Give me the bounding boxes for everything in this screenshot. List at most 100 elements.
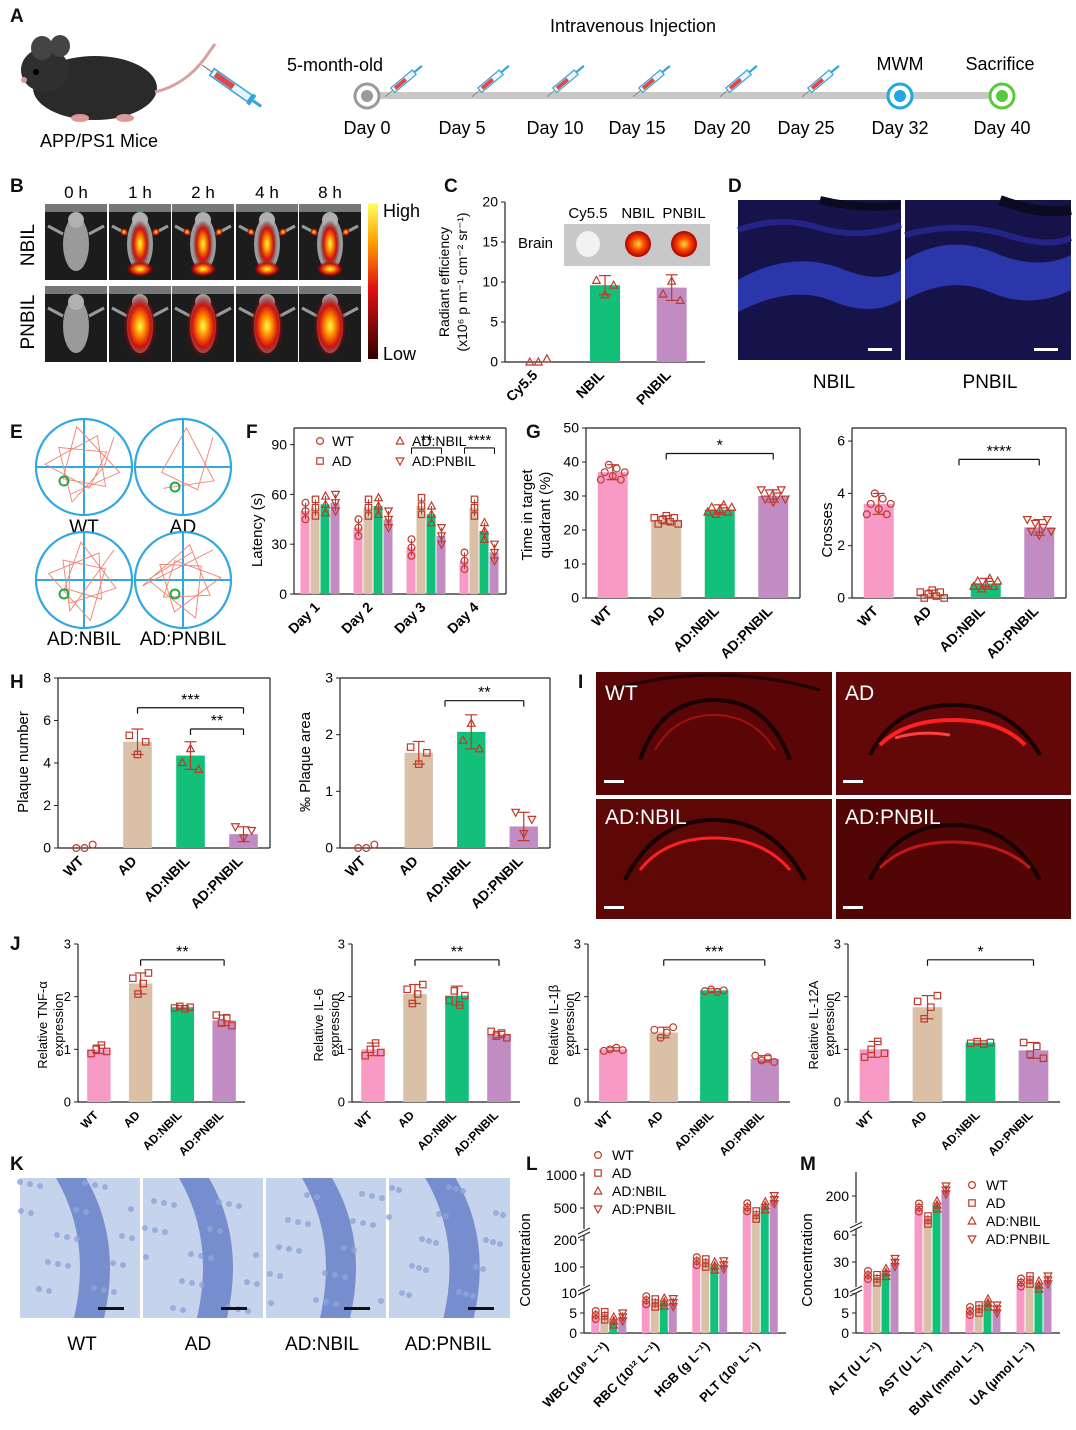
chart-m-ytick-5: 200 (826, 1188, 850, 1204)
panel-letter-e: E (10, 422, 23, 443)
d-label-pnbil: PNBIL (963, 372, 1018, 393)
chart-g1-bar-0 (597, 472, 628, 598)
chart-j3-point-3-0 (1019, 1038, 1028, 1047)
f-point-3-0-2 (460, 548, 469, 557)
chart-g1-sig-text-0: * (717, 438, 723, 455)
panel-letter-l: L (526, 1154, 538, 1175)
chart-g1-bar-1 (651, 519, 682, 598)
ivis-image-r1-c1 (109, 286, 171, 362)
chart-m-point-2-0-0 (965, 1302, 974, 1311)
chart-g1-point-0-1 (600, 468, 609, 477)
chart-g1-ytick-1: 10 (563, 556, 579, 572)
chart-j1-ytick-3: 3 (338, 937, 345, 952)
chart-j0-point-1-0 (129, 974, 137, 983)
mouse-illustration (21, 35, 217, 122)
chart-g1-ytick-2: 20 (563, 522, 579, 538)
i-label-ad: AD (845, 682, 874, 705)
f-bar-0-2 (320, 504, 330, 594)
timeline-days: Day 0 Day 5 Day 10 Day 15 Day 20 Day 25 Day 32… (343, 118, 1030, 138)
timeline-syringes (384, 65, 840, 98)
chart-j2-bar-1 (649, 1032, 678, 1102)
chart-g2-point-3-2 (1030, 519, 1041, 529)
chart-h2-xcat-2: AD:NBIL (421, 852, 473, 904)
chart-j1-point-0-2 (371, 1039, 380, 1047)
chart-m-bar-2-2 (983, 1303, 992, 1333)
f-point-2-0-0 (407, 551, 416, 560)
chart-h1-point-3-0 (230, 823, 241, 833)
chart-g2-point-1-6 (940, 594, 949, 602)
chart-l-point-2-0-1 (692, 1257, 701, 1266)
f-legend-label-1: AD (332, 453, 351, 469)
chart-g2-point-1-5 (936, 588, 945, 596)
row-label-pnbil: PNBIL (18, 295, 39, 350)
chart-j1-xcat-1: AD (395, 1108, 417, 1130)
chart-h1-xcat-3: AD:PNBIL (187, 852, 246, 911)
e-label-ad-nbil: AD:NBIL (47, 629, 121, 650)
chart-l-ytick-3: 100 (554, 1259, 578, 1275)
i-image-wt (596, 672, 832, 795)
j-il1b-ylabel-2: expression (562, 994, 577, 1057)
chart-m-bar-2-1 (974, 1309, 983, 1333)
chart-j1-point-3-3 (503, 1033, 511, 1042)
chart-j3-bar-0 (859, 1049, 890, 1102)
chart-m-point-3-0-1 (1016, 1278, 1025, 1287)
chart-g1-ytick-0: 0 (571, 590, 579, 606)
m-legend: WT AD AD:NBIL AD:PNBIL (967, 1177, 1050, 1247)
chart-l-point-0-2-2 (608, 1319, 619, 1329)
chart-l-point-1-1-2 (651, 1303, 660, 1311)
chart-j3-ytick-3: 3 (834, 937, 841, 952)
chart-h1-point-3-1 (238, 834, 249, 844)
chart-g2-point-0-6 (886, 499, 895, 508)
injection-syringe-icon-1 (471, 65, 510, 98)
chart-g1-point-0-2 (604, 460, 613, 469)
chart-l-point-0-3-2 (617, 1317, 628, 1327)
g2-ylabel: Crosses (819, 502, 836, 557)
chart-m-bar-3-3 (1043, 1280, 1052, 1333)
chart-g1-xcat-0: WT (588, 602, 615, 629)
chart-g2-point-2-6 (992, 575, 1003, 585)
f-xcat-1: Day 2 (338, 599, 376, 637)
panel-a: APP/PS1 Mice Intravenous Injection 5-mon… (21, 16, 1035, 151)
chart-j0-point-0-2 (97, 1041, 106, 1049)
chart-m-point-1-1-1 (924, 1216, 932, 1224)
h2-ylabel: ‰ Plaque area (297, 711, 314, 812)
chart-j0-point-1-3 (144, 969, 153, 977)
chart-m-point-1-0-1 (914, 1203, 923, 1212)
f-point-2-2-2 (426, 500, 437, 510)
chart-h2-point-0-2 (370, 840, 379, 849)
timepoint-2: 2 h (191, 183, 215, 202)
chart-m-ytick-0: 0 (841, 1325, 849, 1341)
chart-j3-point-0-2 (873, 1037, 882, 1046)
chart-h2-xcat-0: WT (342, 852, 369, 879)
f-ytick-2: 60 (271, 486, 287, 502)
chart-m-ytick-2: 10 (833, 1285, 849, 1301)
m-legend-marker-2 (967, 1215, 977, 1225)
chart-g1-point-1-3 (662, 511, 671, 520)
ivis-image-r0-c4 (299, 204, 361, 280)
chart-j1-point-3-0 (487, 1027, 495, 1036)
chart-g1-point-3-5 (776, 486, 787, 496)
chart-g2-point-0-2 (870, 489, 879, 498)
chart-g2-xcat-0: WT (854, 602, 881, 629)
chart-m-point-3-0-0 (1016, 1274, 1025, 1283)
chart-g2-point-2-2 (976, 583, 987, 593)
chart-g2-point-0-0 (862, 510, 871, 519)
ivis-image-r1-c4 (299, 286, 361, 362)
timeline-day-6: Day 32 (871, 118, 928, 138)
chart-m-point-2-0-1 (965, 1306, 974, 1315)
i-image-ad-pnbil (836, 799, 1071, 919)
chart-g2-point-1-2 (924, 590, 933, 598)
chart-l-ytick-2: 10 (561, 1285, 577, 1301)
chart-m-point-3-1-1 (1026, 1276, 1034, 1284)
chart-j0-point-2-2 (181, 1004, 189, 1013)
chart-c-xcat-1: NBIL (573, 366, 608, 401)
chart-j0-ytick-2: 2 (64, 989, 71, 1004)
f-bar-3-2 (479, 530, 489, 594)
ivis-image-grid (45, 204, 361, 362)
k-stain-image-2 (266, 1178, 386, 1318)
chart-j0-point-0-0 (87, 1049, 95, 1058)
inset-label-nbil: NBIL (621, 205, 654, 222)
f-point-2-1-0 (417, 510, 426, 519)
f-xcat-3: Day 4 (444, 599, 482, 637)
